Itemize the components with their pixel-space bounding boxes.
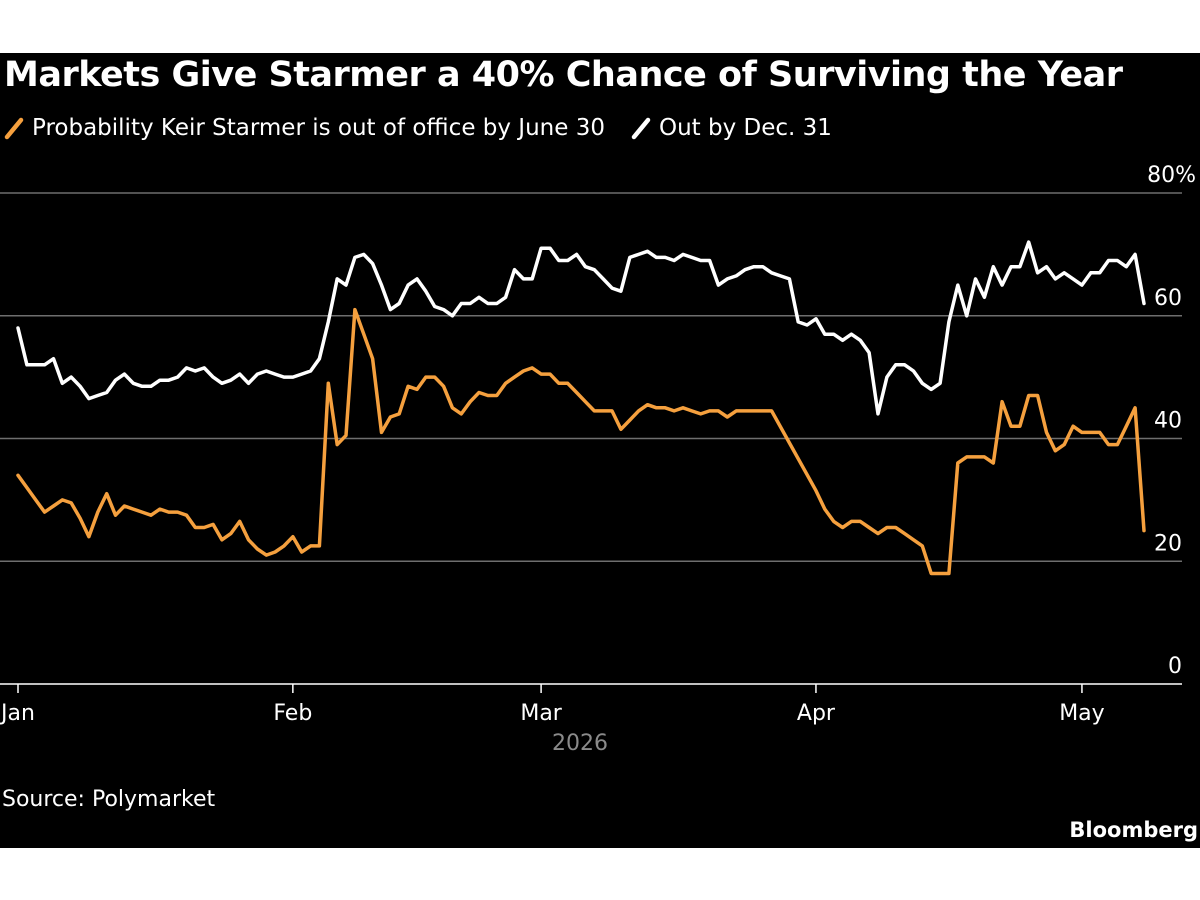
series-line-dec-31 [16,240,1146,416]
y-tick-label: 40 [1154,409,1182,434]
y-tick-label: 60 [1154,286,1182,311]
series-line-june-30 [16,307,1146,576]
y-tick-label: 20 [1154,531,1182,556]
x-axis-label: 2026 [552,731,608,756]
y-tick-label: 0 [1168,654,1182,679]
legend-label-dec: Out by Dec. 31 [658,115,832,141]
y-tick-label: 80% [1147,163,1196,188]
legend-item-dec: Out by Dec. 31 [631,115,832,141]
legend-label-june: Probability Keir Starmer is out of offic… [32,115,605,141]
brand-logo: Bloomberg [1069,818,1198,842]
x-tick-label: May [1059,701,1104,726]
legend: Probability Keir Starmer is out of offic… [4,113,858,143]
legend-swatch-dec-icon [631,116,651,140]
line-chart: 0 20 40 60 80% Jan Feb Mar Apr May 2026 [0,163,1196,756]
legend-swatch-june-icon [4,116,24,140]
chart-panel: Markets Give Starmer a 40% Chance of Sur… [0,53,1200,848]
x-tick-label: Mar [520,701,562,726]
source-note: Source: Polymarket [2,787,216,812]
legend-item-june: Probability Keir Starmer is out of offic… [4,115,605,141]
x-tick-label: Feb [273,701,312,726]
x-tick-label: Apr [797,701,836,726]
x-tick-label: Jan [0,701,35,726]
chart-title: Markets Give Starmer a 40% Chance of Sur… [4,55,1123,95]
